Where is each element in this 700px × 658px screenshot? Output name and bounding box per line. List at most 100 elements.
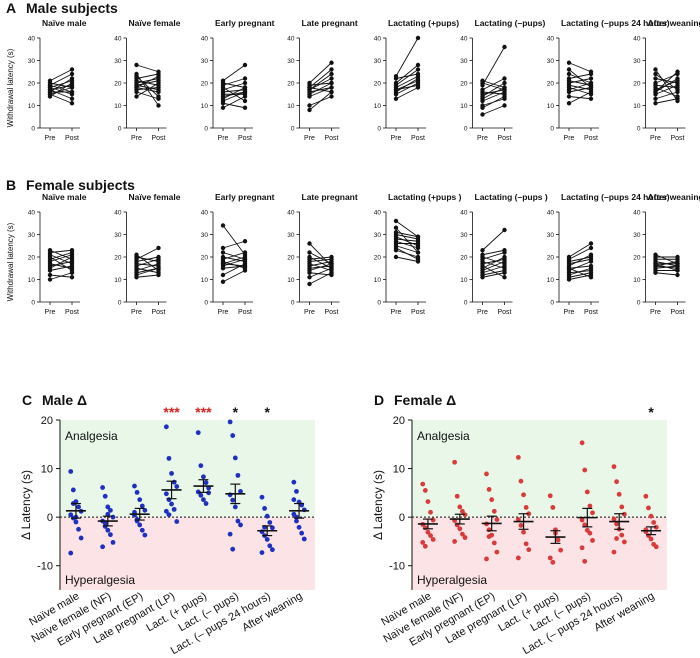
post-point [588,275,594,280]
subject-line [222,82,246,88]
pre-point [307,250,312,255]
post-point [502,80,507,86]
subplot-b-3: Early pregnant 0 10 20 30 40 Pre Post [201,192,275,316]
y-tick-label: 10 [633,277,641,284]
data-point [174,519,180,524]
subject-line [395,247,419,260]
subject-line [482,256,505,269]
subject-line [222,64,246,82]
data-point [550,559,556,565]
post-point [675,87,680,92]
y-tick-label: 40 [28,36,36,43]
data-point [430,537,436,542]
data-point [68,469,74,474]
data-point [579,545,585,551]
data-point [653,544,659,550]
subject-line [309,258,332,262]
data-point [206,490,212,496]
data-point [484,471,489,477]
subject-line [568,247,592,260]
y-tick-label: 20 [201,81,209,88]
data-point [230,497,236,503]
subject-line [482,265,505,278]
data-point [653,524,659,530]
subject-line [395,80,419,91]
y-tick-label: 10 [460,277,468,284]
subject-line [568,84,592,91]
data-point [422,525,428,531]
subject-line [655,69,678,102]
post-point [675,259,680,264]
y-tick-label: 10 [547,103,555,110]
y-tick-label: 20 [114,255,122,262]
subject-line [568,87,592,95]
y-tick-label: 10 [374,277,382,284]
pre-point [653,71,658,77]
pre-point [480,248,485,253]
post-point [69,248,75,253]
data-point [169,501,174,507]
data-point [137,522,143,528]
pre-point [393,80,399,86]
y-tick-label: 40 [287,36,295,43]
data-point [294,489,299,494]
subject-line [49,82,73,88]
subject-line [309,87,332,97]
data-point [105,527,111,533]
subject-line [136,73,159,106]
data-point [166,455,172,461]
subplot-a-7: Lactating (–pups 24 hours) 0 10 20 30 40 Pre Po… [547,18,670,142]
subject-line [395,87,419,100]
subject-line [568,270,592,274]
subplot-title: Naïve female [129,18,181,28]
data-point [132,483,137,489]
data-point [550,505,556,510]
subplot-title: After weaning [648,192,700,202]
post-point [588,92,594,97]
post-point [329,272,334,278]
pre-point [393,218,399,224]
subject-line [395,234,419,240]
panel-a-ylabel: Withdrawal latency (s) [6,48,15,127]
pre-point [480,78,485,83]
post-point [242,263,248,269]
subplot-title: Late pregnant [302,18,358,28]
subject-line [395,69,419,86]
data-point [166,512,172,518]
data-point [296,524,302,530]
subject-line [222,263,246,267]
subject-line [222,256,246,262]
y-tick-label: 10 [201,103,209,110]
subject-line [655,98,678,104]
data-point [134,518,140,524]
subject-line [49,265,73,271]
subject-line [309,256,332,269]
data-point [526,511,532,517]
post-point [69,275,75,280]
subject-line [568,62,592,73]
x-tick-label: Pre [650,309,661,316]
y-tick-label: 40 [28,210,36,217]
subject-line [568,243,592,258]
subject-line [482,229,505,251]
post-point [415,83,421,88]
data-point [584,489,590,495]
subject-line [49,69,73,82]
y-tick-label: 40 [287,210,295,217]
x-tick-label: Pre [131,309,142,316]
post-point [502,268,507,273]
post-point [502,248,507,253]
pre-point [393,74,399,79]
x-tick-label: Post [65,135,79,142]
subject-line [136,73,159,79]
post-point [588,254,594,260]
y-tick-label: 20 [374,81,382,88]
data-point [166,497,172,503]
subject-line [136,267,159,276]
x-tick-label: Post [151,309,165,316]
x-tick-label: Pre [304,309,315,316]
pre-point [220,272,226,278]
subject-line [49,84,73,93]
subject-line [49,249,73,260]
post-point [69,96,75,101]
